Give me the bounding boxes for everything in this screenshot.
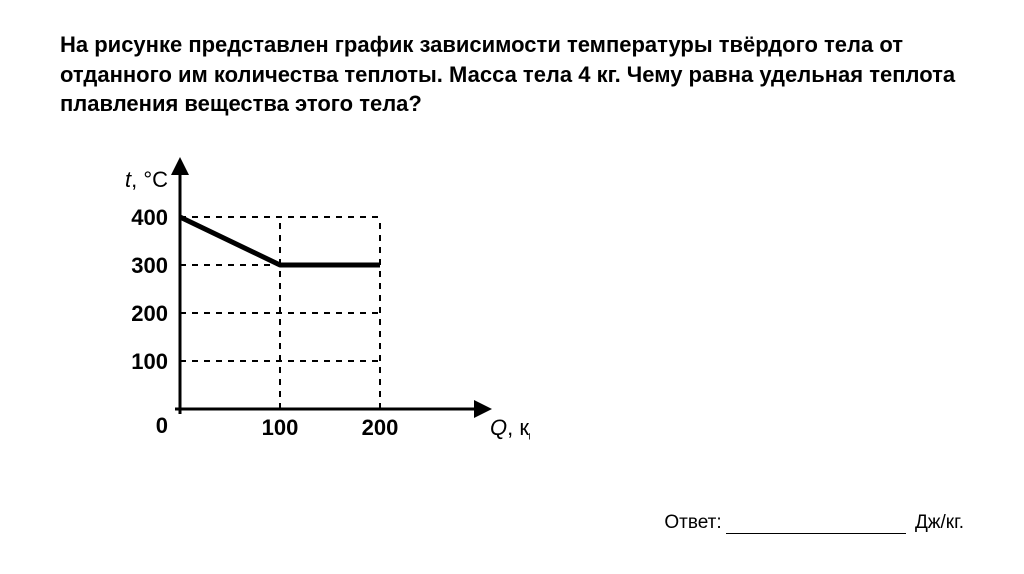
chart-svg: 100 200 300 400 0 100 200 t, °C Q, кДж [90,139,530,459]
answer-unit: Дж/кг. [915,512,964,533]
answer-label: Ответ: [664,512,721,533]
y-axis-label: t, °C [125,167,168,192]
answer-line: Ответ: Дж/кг. [664,512,964,534]
y-tick-label: 200 [131,301,168,326]
chart: 100 200 300 400 0 100 200 t, °C Q, кДж [90,139,530,459]
x-tick-label: 200 [362,415,399,440]
x-axis-label: Q, кДж [490,415,530,440]
answer-blank [726,514,906,534]
x-tick-label: 100 [262,415,299,440]
question-text: На рисунке представлен график зависимост… [60,30,964,119]
y-tick-label: 400 [131,205,168,230]
y-tick-label: 100 [131,349,168,374]
y-tick-label: 300 [131,253,168,278]
origin-label: 0 [156,413,168,438]
